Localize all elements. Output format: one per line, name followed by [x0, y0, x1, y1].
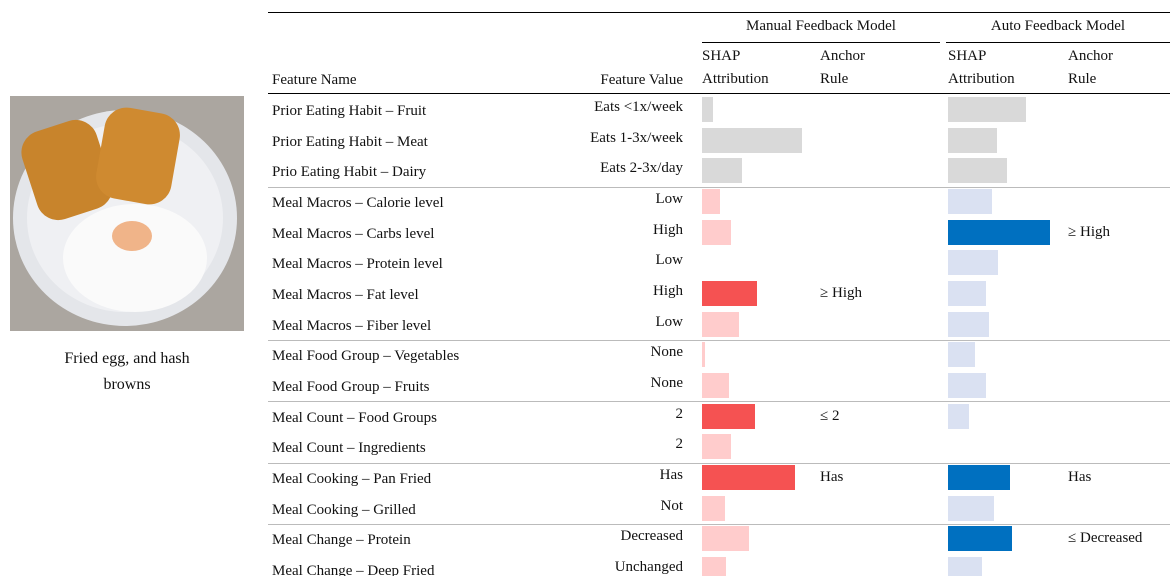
feature-name: Meal Macros – Calorie level	[272, 195, 444, 211]
column-header: SHAP Attribution	[948, 48, 1015, 87]
shap-bar	[948, 342, 975, 368]
image-caption: Fried egg, and hash browns	[64, 350, 190, 393]
anchor-rule: Has	[820, 469, 844, 486]
shap-bar	[948, 495, 994, 521]
anchor-rule: ≥ High	[820, 285, 862, 302]
shap-bar	[702, 465, 795, 491]
anchor-rule: Has	[1068, 469, 1092, 486]
shap-bar	[702, 434, 731, 460]
feature-name: Meal Food Group – Fruits	[272, 379, 430, 396]
shap-bar	[702, 557, 726, 576]
column-header: Feature Value	[600, 72, 683, 88]
shap-bar	[948, 250, 998, 276]
feature-name: Prio Eating Habit – Dairy	[272, 164, 427, 181]
group-separator	[268, 462, 1170, 464]
feature-value: Eats 2-3x/day	[600, 160, 683, 177]
anchor-rule: ≤ Decreased	[1068, 530, 1143, 547]
anchor-rule: ≥ High	[1068, 223, 1110, 240]
feature-value: None	[650, 344, 684, 361]
group-separator	[268, 339, 1170, 341]
shap-bar	[702, 97, 713, 122]
feature-value: None	[650, 375, 684, 392]
feature-value: Not	[660, 497, 684, 514]
feature-name: Meal Macros – Fat level	[272, 287, 419, 304]
shap-bar	[948, 526, 1012, 552]
group-rule	[946, 42, 1170, 43]
shap-bar	[702, 526, 749, 552]
feature-value: Low	[655, 191, 684, 207]
feature-name: Prior Eating Habit – Fruit	[272, 103, 427, 119]
feature-name: Meal Change – Deep Fried	[272, 563, 435, 576]
shap-bar	[702, 281, 757, 307]
shap-bar	[948, 158, 1007, 184]
shap-bar	[702, 403, 755, 429]
shap-bar	[948, 189, 992, 214]
feature-name: Meal Cooking – Grilled	[272, 501, 416, 518]
shap-bar	[702, 373, 729, 399]
feature-value: Eats 1-3x/week	[590, 129, 683, 146]
feature-value: Has	[659, 467, 683, 484]
shap-bar	[702, 219, 731, 245]
feature-name: Meal Change – Protein	[272, 532, 411, 549]
shap-bar	[948, 557, 982, 576]
shap-bar	[948, 127, 997, 153]
column-header: SHAP Attribution	[702, 48, 769, 87]
column-header: Feature Name	[272, 72, 357, 88]
shap-bar	[702, 189, 720, 214]
group-rule	[702, 42, 940, 43]
feature-name: Prior Eating Habit – Meat	[272, 133, 428, 150]
shap-bar	[702, 495, 725, 521]
feature-value: Unchanged	[614, 559, 683, 576]
group-separator	[268, 401, 1170, 403]
feature-value: Decreased	[620, 528, 683, 545]
column-header: Anchor Rule	[820, 48, 865, 87]
feature-name: Meal Macros – Protein level	[272, 256, 443, 273]
feature-name: Meal Food Group – Vegetables	[272, 348, 460, 365]
feature-value: High	[653, 283, 683, 300]
feature-name: Meal Count – Food Groups	[272, 409, 437, 426]
shap-bar	[948, 281, 986, 307]
feature-name: Meal Cooking – Pan Fried	[272, 471, 432, 488]
shap-bar	[948, 373, 986, 399]
shap-bar	[948, 403, 969, 429]
shap-bar	[702, 158, 742, 184]
anchor-rule: ≤ 2	[820, 407, 840, 424]
feature-value: Eats <1x/week	[594, 99, 683, 115]
shap-bar	[948, 97, 1026, 122]
shap-bar	[948, 219, 1050, 245]
feature-value: High	[653, 221, 683, 238]
group-separator	[268, 186, 1170, 188]
group-header: Manual Feedback Model	[746, 18, 896, 34]
feature-value: 2	[675, 436, 684, 453]
feature-value: Low	[655, 252, 684, 269]
header-rule	[268, 93, 1170, 94]
column-header: Anchor Rule	[1068, 48, 1113, 87]
food-photo	[10, 96, 244, 331]
feature-name: Meal Macros – Carbs level	[272, 225, 435, 242]
feature-value: 2	[675, 405, 684, 422]
shap-bar	[948, 465, 1010, 491]
top-rule	[268, 12, 1170, 13]
group-separator	[268, 523, 1170, 525]
group-header: Auto Feedback Model	[990, 18, 1126, 34]
feature-name: Meal Macros – Fiber level	[272, 317, 432, 334]
shap-bar	[702, 311, 739, 337]
feature-name: Meal Count – Ingredients	[272, 440, 426, 457]
shap-bar	[948, 311, 989, 337]
shap-bar	[702, 127, 802, 153]
feature-value: Low	[655, 313, 684, 330]
shap-bar	[702, 342, 705, 368]
